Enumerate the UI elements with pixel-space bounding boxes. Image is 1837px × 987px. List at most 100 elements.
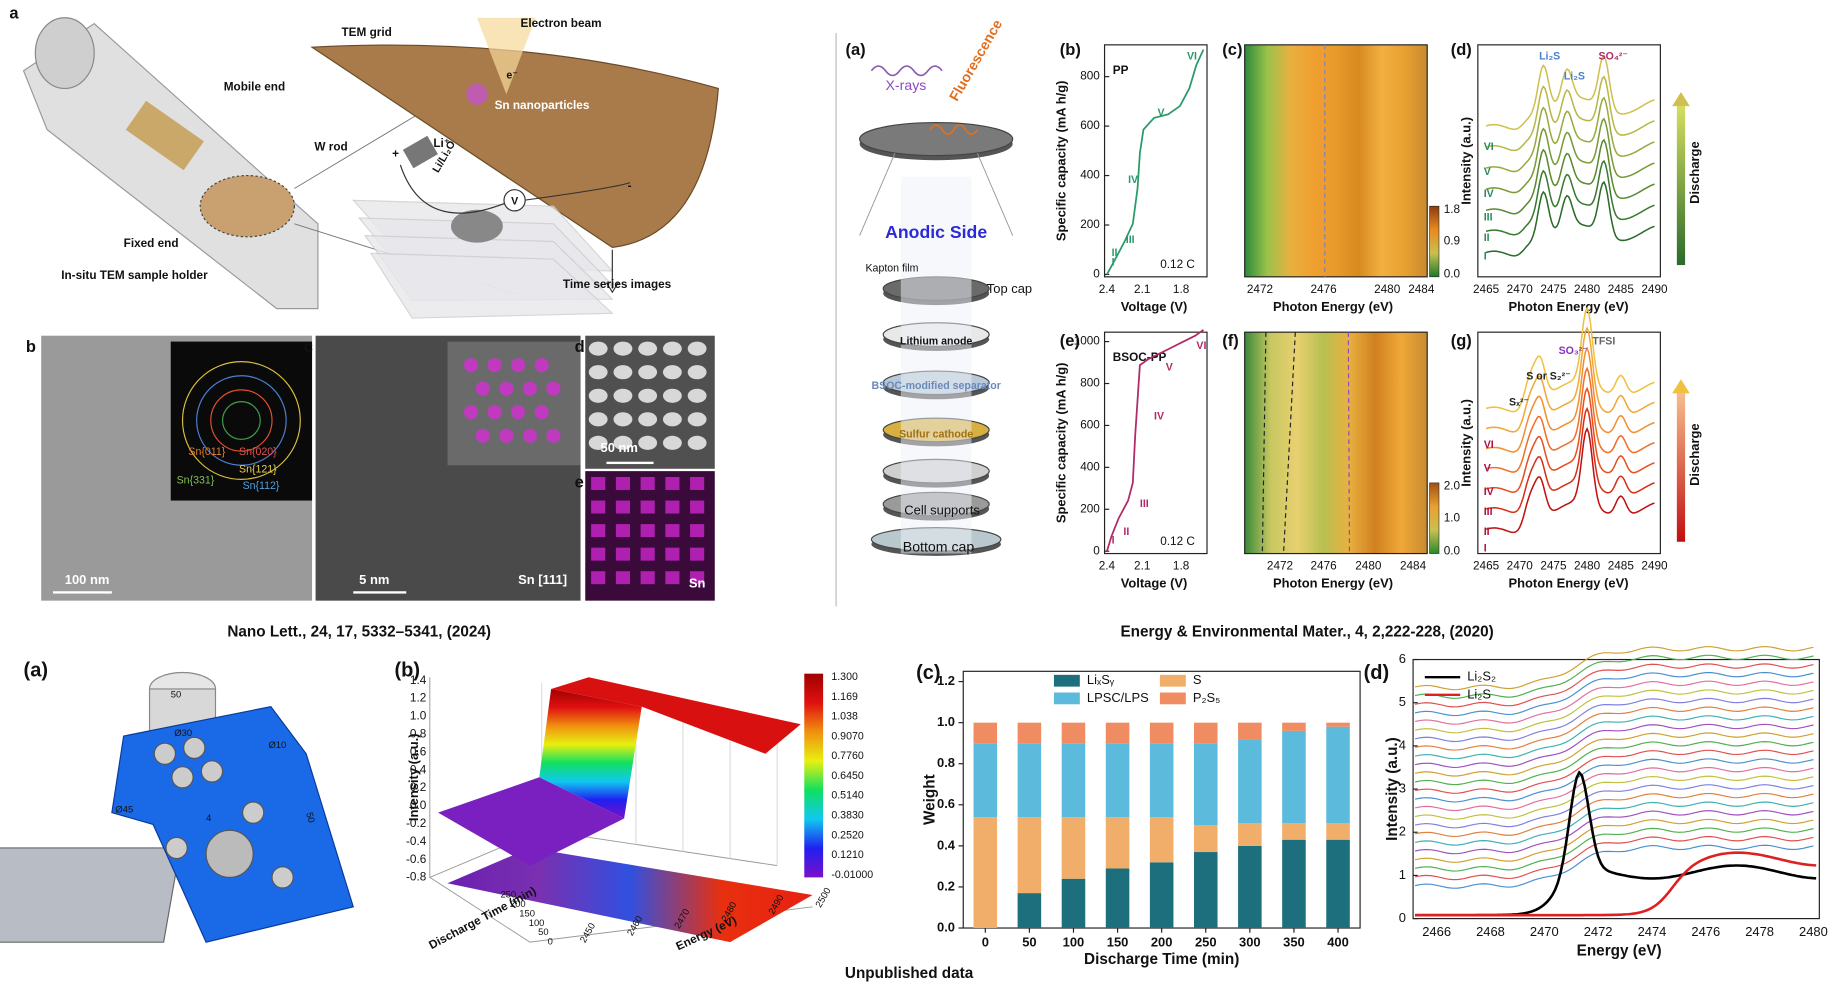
- colorbar-label: -0.01000: [831, 869, 873, 881]
- schematic-label: Kapton film: [866, 262, 919, 274]
- xas-spectrum: [1485, 54, 1655, 131]
- x-tick-label: 150: [1107, 935, 1129, 950]
- bar-segment: [1193, 743, 1218, 826]
- bar-segment: [1149, 817, 1174, 863]
- x-tick-label: 2470: [1530, 924, 1559, 939]
- x-tick-label: 2.1: [1134, 283, 1150, 296]
- annotation: Sn nanoparticles: [495, 99, 590, 112]
- stage-label: V: [1166, 361, 1173, 373]
- reference-spectrum: [1414, 680, 1814, 725]
- peak-label: Sₓ²⁻: [1509, 397, 1529, 409]
- y-tick-label: 400: [1080, 169, 1100, 182]
- x-tick-label: 350: [1283, 935, 1305, 950]
- x-tick-label: 2484: [1400, 560, 1427, 573]
- sn-pixel: [690, 524, 705, 538]
- particle: [638, 412, 658, 427]
- cycle-curve: [1106, 49, 1205, 275]
- x-tick-label: 2472: [1584, 924, 1613, 939]
- legend-swatch: [1159, 674, 1186, 687]
- x-tick-label: 2480: [1355, 560, 1382, 573]
- xas-spectrum: [1485, 306, 1655, 413]
- x-tick-label: 2472: [1267, 560, 1293, 573]
- schematic-label: Cell supports: [904, 503, 980, 518]
- y-axis-label: Intensity (a.u.): [1384, 737, 1401, 841]
- time-tick-label: 100: [529, 917, 545, 928]
- hole: [241, 801, 265, 824]
- dimension-label: Ø30: [174, 727, 192, 738]
- colorbar-label: 0.0: [1444, 268, 1461, 281]
- sn-pixel: [615, 500, 630, 514]
- colorbar-label: 0.6450: [831, 770, 863, 782]
- x-tick-label: 2475: [1540, 283, 1567, 296]
- annotation: +: [392, 147, 399, 160]
- electron-beam: [476, 17, 536, 95]
- cell-layer: [859, 121, 1014, 157]
- reference-spectrum: [1414, 654, 1814, 699]
- xas-spectrum: [1485, 426, 1655, 534]
- stage-label: III: [1484, 506, 1493, 518]
- annotation: Electron beam: [520, 17, 601, 30]
- reference-spectrum: [1414, 715, 1814, 760]
- colorbar-label: 1.8: [1444, 203, 1461, 216]
- surface-low: [438, 777, 625, 866]
- diffraction-ring: [221, 401, 261, 440]
- annotation: e⁻: [506, 69, 517, 81]
- annotation: W rod: [314, 140, 347, 153]
- panel-label: (f): [1222, 332, 1238, 350]
- y-tick-label: 600: [1080, 419, 1100, 432]
- y-tick-label: 0: [1093, 268, 1100, 281]
- hole: [165, 836, 188, 860]
- y-tick-label: 0.4: [937, 837, 956, 852]
- colorbar-label: 0.3830: [831, 809, 863, 821]
- caption: Nano Lett., 24, 17, 5332–5341, (2024): [227, 623, 491, 640]
- stage-label: V: [1484, 463, 1491, 475]
- stage-label: II: [1484, 232, 1490, 244]
- panel-label: (g): [1451, 332, 1472, 350]
- z-tick-label: 0.8: [410, 728, 427, 741]
- panel-label: (c): [1222, 41, 1242, 59]
- annotation: Fixed end: [124, 237, 179, 250]
- stage-label: VI: [1187, 50, 1197, 62]
- z-tick-label: -0.4: [406, 835, 427, 848]
- xray-wave: [870, 65, 943, 77]
- peak-label: S or S₂²⁻: [1526, 371, 1570, 383]
- panel-label: (d): [1364, 662, 1390, 684]
- bar-segment: [973, 743, 998, 818]
- bar-segment: [973, 722, 998, 744]
- diffraction-label: Sn{121}: [239, 464, 277, 476]
- axes-frame: [1477, 331, 1661, 555]
- x-axis-label: Photon Energy (eV): [1508, 576, 1628, 591]
- atom: [546, 381, 561, 396]
- atom: [475, 381, 490, 396]
- y-tick-label: 1.0: [937, 714, 955, 729]
- y-tick-label: 0.2: [937, 878, 955, 893]
- particle: [687, 435, 707, 450]
- y-tick-label: 1.2: [937, 673, 955, 688]
- particle: [588, 365, 608, 380]
- bar-segment: [1061, 817, 1086, 879]
- bar-segment: [1061, 722, 1086, 744]
- scale-bar-label: 50 nm: [601, 440, 638, 455]
- rate-label: 0.12 C: [1160, 258, 1195, 271]
- sn-pixel: [665, 500, 680, 514]
- x-tick-label: 200: [1151, 935, 1173, 950]
- colorbar: [1429, 482, 1440, 554]
- grid-inset: [199, 174, 295, 238]
- bar-segment: [1149, 743, 1174, 818]
- y-tick-label: 800: [1080, 377, 1100, 390]
- side-panel: [900, 176, 972, 554]
- x-tick-label: 2.4: [1099, 283, 1116, 296]
- hole: [171, 766, 194, 789]
- bar-segment: [1193, 825, 1218, 853]
- legend-label: LiₓSᵧ: [1087, 672, 1115, 687]
- x-tick-label: 2480: [1374, 283, 1401, 296]
- image-plane: [369, 252, 614, 319]
- legend-swatch: [1159, 692, 1186, 705]
- xas-spectrum: [1485, 406, 1655, 514]
- annotation: -: [628, 179, 632, 192]
- atom: [511, 358, 526, 373]
- particle: [613, 365, 633, 380]
- y-axis-label: Intensity (a.u.): [1459, 117, 1474, 205]
- sample-label: PP: [1113, 64, 1129, 77]
- schematic-label: Lithium anode: [900, 335, 972, 347]
